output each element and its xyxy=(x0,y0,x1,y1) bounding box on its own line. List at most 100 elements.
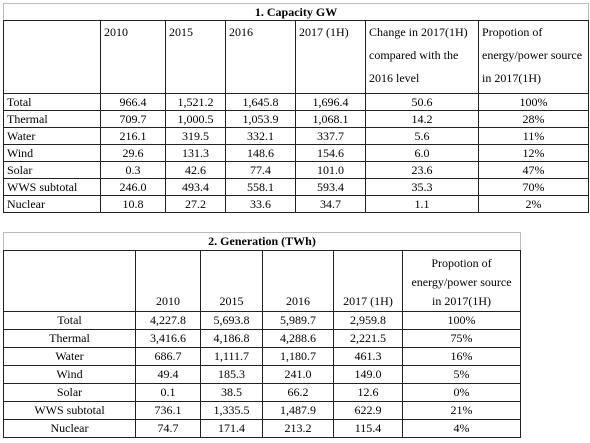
cell: 4,227.8 xyxy=(135,311,201,330)
row-label: Solar xyxy=(3,383,136,402)
row-label: Solar xyxy=(3,161,101,179)
cell: 246.0 xyxy=(100,178,166,196)
cell: 100% xyxy=(477,93,590,111)
cell: 2,959.8 xyxy=(333,311,403,330)
cell: 319.5 xyxy=(165,127,226,145)
cell: 171.4 xyxy=(200,419,263,438)
cell: 77.4 xyxy=(225,161,296,179)
cell: 1,696.4 xyxy=(295,93,366,111)
cell: 74.7 xyxy=(135,419,201,438)
data-row: WWS subtotal 736.1 1,335.5 1,487.9 622.9 21% xyxy=(3,401,522,420)
cell: 29.6 xyxy=(100,144,166,162)
data-row: Total 4,227.8 5,693.8 5,989.7 2,959.8 100% xyxy=(3,311,522,330)
cell: 2% xyxy=(477,195,590,213)
row-label: Water xyxy=(3,347,136,366)
cell: 12% xyxy=(477,144,590,162)
cell: 241.0 xyxy=(262,365,334,384)
cell: 38.5 xyxy=(200,383,263,402)
cell: 21% xyxy=(401,401,522,420)
cell: 10.8 xyxy=(100,195,166,213)
header-row: 2010 2015 2016 2017 (1H) Change in 2017(1H) … xyxy=(3,20,590,94)
data-row: Wind 29.6 131.3 148.6 154.6 6.0 12% xyxy=(3,144,590,162)
data-row: Thermal 709.7 1,000.5 1,053.9 1,068.1 14.2 28% xyxy=(3,110,590,128)
cell: 1,335.5 xyxy=(200,401,263,420)
row-label: Nuclear xyxy=(3,419,136,438)
cell: 622.9 xyxy=(333,401,403,420)
cell: 34.7 xyxy=(295,195,366,213)
data-row: Nuclear 74.7 171.4 213.2 115.4 4% xyxy=(3,419,522,438)
cell: 332.1 xyxy=(225,127,296,145)
cell: 131.3 xyxy=(165,144,226,162)
data-row: WWS subtotal 246.0 493.4 558.1 593.4 35.3 70% xyxy=(3,178,590,196)
cell: 4% xyxy=(401,419,522,438)
row-label: Total xyxy=(3,311,136,330)
row-label: WWS subtotal xyxy=(3,178,101,196)
data-row: Nuclear 10.8 27.2 33.6 34.7 1.1 2% xyxy=(3,195,590,213)
row-label: Water xyxy=(3,127,101,145)
cell: 28% xyxy=(477,110,590,128)
cell: 5% xyxy=(401,365,522,384)
cell: 4,186.8 xyxy=(200,329,263,348)
cell: 493.4 xyxy=(165,178,226,196)
cell: 33.6 xyxy=(225,195,296,213)
cell: 115.4 xyxy=(333,419,403,438)
cell: 1,111.7 xyxy=(200,347,263,366)
cell: 14.2 xyxy=(365,110,479,128)
cell: 1.1 xyxy=(365,195,479,213)
cell: 101.0 xyxy=(295,161,366,179)
cell: 47% xyxy=(477,161,590,179)
row-label: Wind xyxy=(3,365,136,384)
row-label: Thermal xyxy=(3,110,101,128)
data-row: Solar 0.1 38.5 66.2 12.6 0% xyxy=(3,383,522,402)
cell: 1,053.9 xyxy=(225,110,296,128)
data-row: Solar 0.3 42.6 77.4 101.0 23.6 47% xyxy=(3,161,590,179)
row-label: Thermal xyxy=(3,329,136,348)
title-row: 2. Generation (TWh) xyxy=(2,232,522,251)
cell: 216.1 xyxy=(100,127,166,145)
cell: 50.6 xyxy=(365,93,479,111)
cell: 1,000.5 xyxy=(165,110,226,128)
cell: 1,521.2 xyxy=(165,93,226,111)
table-title: 1. Capacity GW xyxy=(2,3,590,21)
cell: 11% xyxy=(477,127,590,145)
cell: 736.1 xyxy=(135,401,201,420)
header-cell: 2017 (1H) xyxy=(333,250,403,312)
table-title: 2. Generation (TWh) xyxy=(2,232,522,251)
cell: 709.7 xyxy=(100,110,166,128)
cell: 558.1 xyxy=(225,178,296,196)
cell: 686.7 xyxy=(135,347,201,366)
cell: 12.6 xyxy=(333,383,403,402)
capacity-table: 1. Capacity GW 2010 2015 2016 2017 (1H) Chang… xyxy=(2,3,590,213)
header-cell: 2015 xyxy=(200,250,263,312)
row-label: Nuclear xyxy=(3,195,101,213)
cell: 4,288.6 xyxy=(262,329,334,348)
cell: 185.3 xyxy=(200,365,263,384)
data-row: Wind 49.4 185.3 241.0 149.0 5% xyxy=(3,365,522,384)
cell: 1,645.8 xyxy=(225,93,296,111)
cell: 1,068.1 xyxy=(295,110,366,128)
header-cell: Propotion of energy/power source in 2017… xyxy=(401,250,522,312)
data-row: Thermal 3,416.6 4,186.8 4,288.6 2,221.5 75% xyxy=(3,329,522,348)
header-cell: 2017 (1H) xyxy=(295,20,366,94)
cell: 75% xyxy=(401,329,522,348)
row-label: Total xyxy=(3,93,101,111)
header-cell: 2016 xyxy=(262,250,334,312)
cell: 149.0 xyxy=(333,365,403,384)
header-cell: Propotion of energy/power source in 2017… xyxy=(477,20,590,94)
generation-table: 2. Generation (TWh) 2010 2015 2016 2017 (1H)… xyxy=(2,232,522,438)
cell: 148.6 xyxy=(225,144,296,162)
cell: 213.2 xyxy=(262,419,334,438)
cell: 66.2 xyxy=(262,383,334,402)
header-row: 2010 2015 2016 2017 (1H) Propotion of energy… xyxy=(3,250,522,312)
cell: 593.4 xyxy=(295,178,366,196)
cell: 1,487.9 xyxy=(262,401,334,420)
cell: 1,180.7 xyxy=(262,347,334,366)
cell: 100% xyxy=(401,311,522,330)
cell: 0.3 xyxy=(100,161,166,179)
header-cell: 2015 xyxy=(165,20,226,94)
header-cell xyxy=(3,20,101,94)
cell: 42.6 xyxy=(165,161,226,179)
cell: 5,989.7 xyxy=(262,311,334,330)
cell: 337.7 xyxy=(295,127,366,145)
